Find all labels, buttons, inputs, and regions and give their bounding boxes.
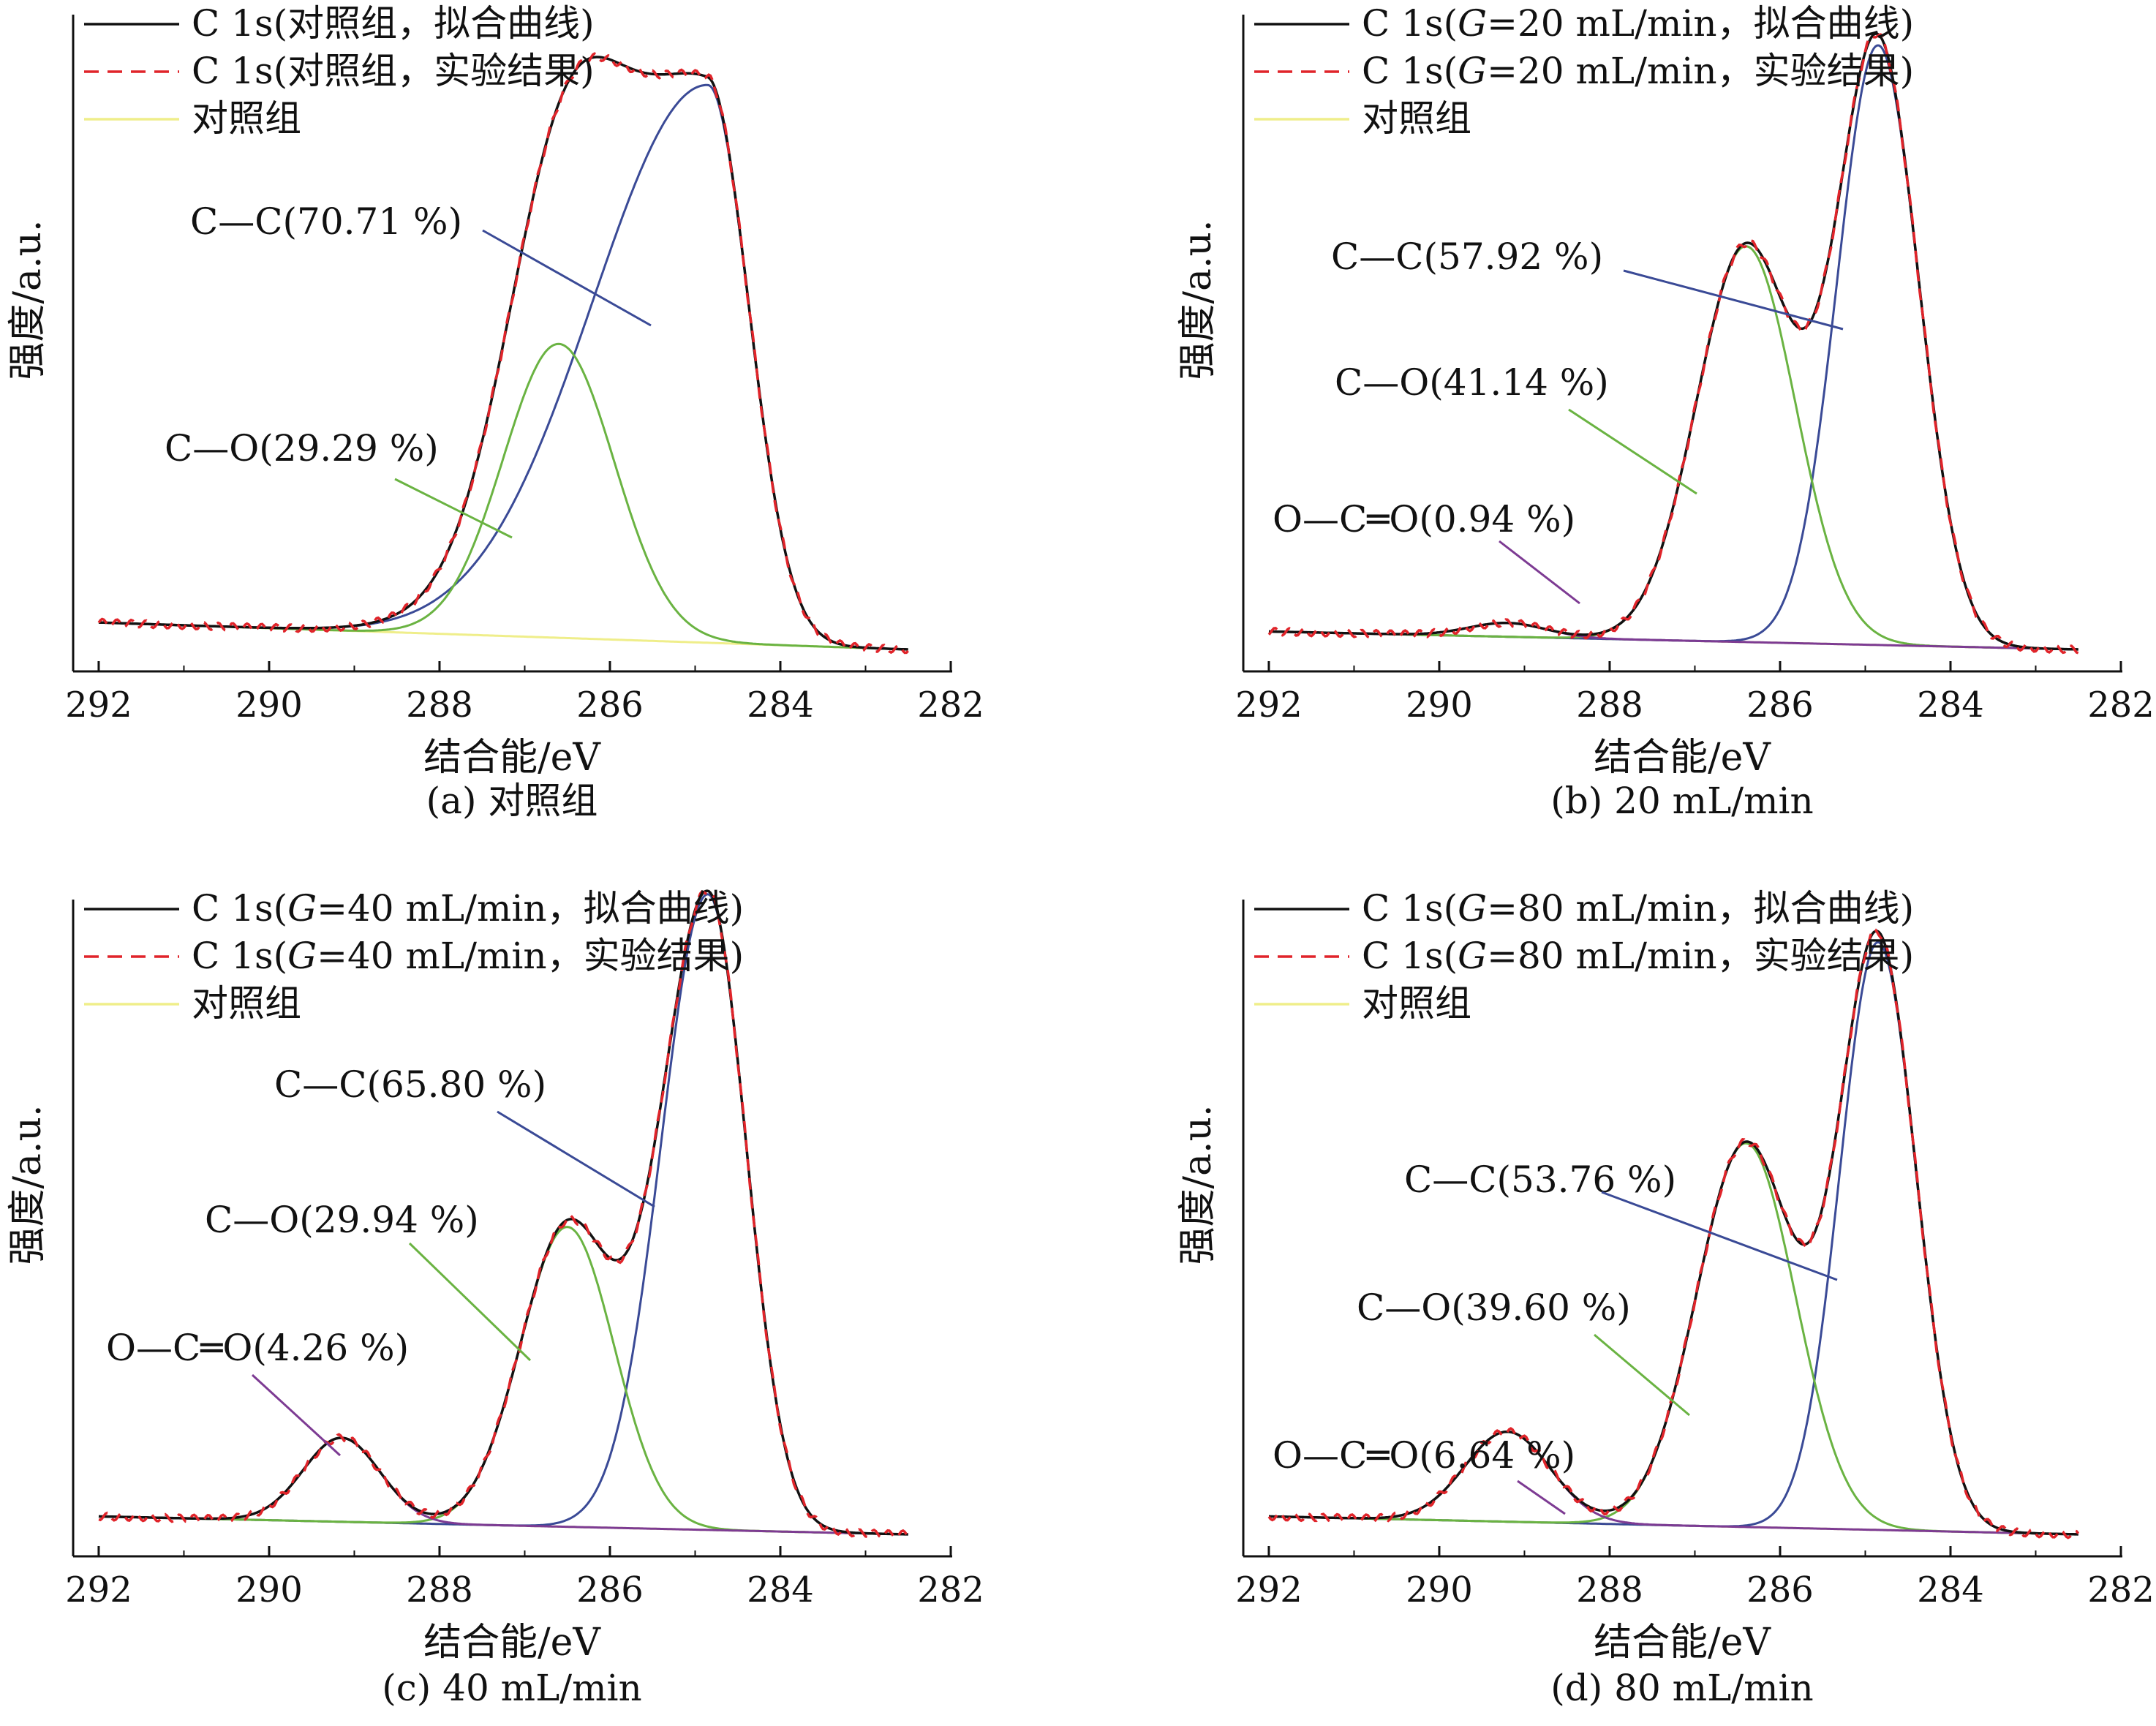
legend-control-label: 对照组 bbox=[192, 982, 301, 1025]
legend-experiment-label: C 1s(G=40 mL/min，实验结果) bbox=[192, 935, 744, 977]
panel-caption: (b) 20 mL/min bbox=[1550, 780, 1814, 822]
legend-experiment-label: C 1s(G=80 mL/min，实验结果) bbox=[1362, 935, 1914, 977]
x-tick-label: 292 bbox=[1235, 1569, 1303, 1610]
c-o-label: C—O(29.29 %) bbox=[165, 427, 439, 470]
c-o-leader-line bbox=[1568, 408, 1697, 495]
x-tick-label: 290 bbox=[235, 685, 303, 726]
x-tick-label: 284 bbox=[747, 685, 814, 726]
x-tick-label: 284 bbox=[747, 1569, 814, 1610]
legend-experiment-label: C 1s(G=20 mL/min，实验结果) bbox=[1362, 50, 1914, 92]
legend: C 1s(G=80 mL/min，拟合曲线) C 1s(G=80 mL/min，实… bbox=[1254, 887, 1914, 1025]
y-axis-label: 强度/a.u. bbox=[6, 219, 50, 380]
x-tick-label: 286 bbox=[1746, 1569, 1814, 1610]
x-tick-label: 286 bbox=[576, 1569, 644, 1610]
c-o-leader-line bbox=[1594, 1333, 1690, 1417]
legend-control-label: 对照组 bbox=[1362, 97, 1471, 140]
panel-b: 292 290 288 286 284 282 结合能/eV 强度/a.u. (b) 20 mL… bbox=[1176, 2, 2155, 822]
legend-experiment-label: C 1s(对照组，实验结果) bbox=[192, 50, 595, 92]
y-axis-label: 强度/a.u. bbox=[6, 1104, 50, 1265]
x-tick-label: 288 bbox=[406, 1569, 473, 1610]
o-c-o-leader-line bbox=[251, 1373, 342, 1457]
y-axis-label: 强度/a.u. bbox=[1176, 1104, 1220, 1265]
x-tick-label: 288 bbox=[1576, 1569, 1643, 1610]
legend-fit-label: C 1s(对照组，拟合曲线) bbox=[192, 2, 595, 45]
y-axis-label: 强度/a.u. bbox=[1176, 219, 1220, 380]
legend-fit-label: C 1s(G=20 mL/min，拟合曲线) bbox=[1362, 2, 1914, 45]
panel-a: 292 290 288 286 284 282 结合能/eV 强度/a.u. (a) 对照组 C—… bbox=[6, 2, 984, 822]
x-axis-label: 结合能/eV bbox=[1594, 736, 1771, 780]
c-o-leader-line bbox=[394, 478, 513, 539]
o-c-o-component-line bbox=[1268, 622, 2078, 651]
c-c-leader-line bbox=[1601, 1191, 1838, 1281]
o-c-o-label: O—C═O(0.94 %) bbox=[1273, 498, 1575, 540]
panel-caption: (a) 对照组 bbox=[426, 780, 598, 822]
panel-d: 292 290 288 286 284 282 结合能/eV 强度/a.u. (d) 80 mL… bbox=[1176, 887, 2155, 1709]
c-c-label: C—C(65.80 %) bbox=[274, 1063, 546, 1106]
legend: C 1s(G=40 mL/min，拟合曲线) C 1s(G=40 mL/min，实… bbox=[84, 887, 744, 1025]
x-axis-label: 结合能/eV bbox=[423, 1621, 601, 1665]
c-c-leader-line bbox=[497, 1110, 655, 1208]
c-c-leader-line bbox=[1623, 269, 1844, 331]
legend: C 1s(G=20 mL/min，拟合曲线) C 1s(G=20 mL/min，实… bbox=[1254, 2, 1914, 140]
x-tick-label: 284 bbox=[1917, 1569, 1984, 1610]
x-axis-label: 结合能/eV bbox=[1594, 1621, 1771, 1665]
experiment-line bbox=[98, 890, 910, 1540]
x-tick-label: 292 bbox=[1235, 685, 1303, 726]
c-o-label: C—O(41.14 %) bbox=[1335, 361, 1609, 404]
x-tick-label: 282 bbox=[2087, 1569, 2155, 1610]
x-axis-label: 结合能/eV bbox=[423, 736, 601, 780]
x-tick-label: 290 bbox=[1406, 685, 1473, 726]
c-o-label: C—O(39.60 %) bbox=[1357, 1286, 1631, 1329]
c-o-component-line bbox=[98, 1226, 908, 1536]
c-o-component-line bbox=[98, 342, 908, 651]
panel-caption: (c) 40 mL/min bbox=[382, 1667, 642, 1709]
experiment-line bbox=[1267, 927, 2080, 1540]
x-tick-label: 286 bbox=[1746, 685, 1814, 726]
c-c-label: C—C(57.92 %) bbox=[1331, 235, 1603, 278]
panel-c: 292 290 288 286 284 282 结合能/eV 强度/a.u. (c) 40 mL… bbox=[6, 887, 984, 1709]
x-tick-label: 290 bbox=[1406, 1569, 1473, 1610]
c-c-label: C—C(53.76 %) bbox=[1404, 1158, 1676, 1201]
c-o-leader-line bbox=[408, 1242, 532, 1362]
c-c-label: C—C(70.71 %) bbox=[190, 200, 462, 243]
legend: C 1s(对照组，拟合曲线) C 1s(对照组，实验结果) 对照组 bbox=[84, 2, 595, 140]
c-o-label: C—O(29.94 %) bbox=[205, 1199, 479, 1241]
o-c-o-label: O—C═O(6.64 %) bbox=[1273, 1434, 1575, 1477]
o-c-o-label: O—C═O(4.26 %) bbox=[106, 1327, 409, 1369]
experiment-line bbox=[1267, 33, 2079, 655]
x-tick-label: 292 bbox=[65, 685, 132, 726]
x-tick-label: 284 bbox=[1917, 685, 1984, 726]
x-tick-label: 292 bbox=[65, 1569, 132, 1610]
legend-fit-label: C 1s(G=80 mL/min，拟合曲线) bbox=[1362, 887, 1914, 930]
x-tick-label: 286 bbox=[576, 685, 644, 726]
c-o-component-line bbox=[1268, 245, 2078, 651]
x-tick-label: 290 bbox=[235, 1569, 303, 1610]
legend-control-label: 对照组 bbox=[192, 97, 301, 140]
experiment-line bbox=[97, 52, 909, 655]
o-c-o-leader-line bbox=[1517, 1480, 1566, 1515]
legend-fit-label: C 1s(G=40 mL/min，拟合曲线) bbox=[192, 887, 744, 930]
x-tick-label: 288 bbox=[1576, 685, 1643, 726]
x-tick-label: 282 bbox=[2087, 685, 2155, 726]
panel-caption: (d) 80 mL/min bbox=[1550, 1667, 1814, 1709]
o-c-o-leader-line bbox=[1499, 540, 1580, 605]
x-tick-label: 288 bbox=[406, 685, 473, 726]
x-tick-label: 282 bbox=[917, 685, 984, 726]
x-tick-label: 282 bbox=[917, 1569, 984, 1610]
c-c-leader-line bbox=[482, 229, 652, 327]
legend-control-label: 对照组 bbox=[1362, 982, 1471, 1025]
